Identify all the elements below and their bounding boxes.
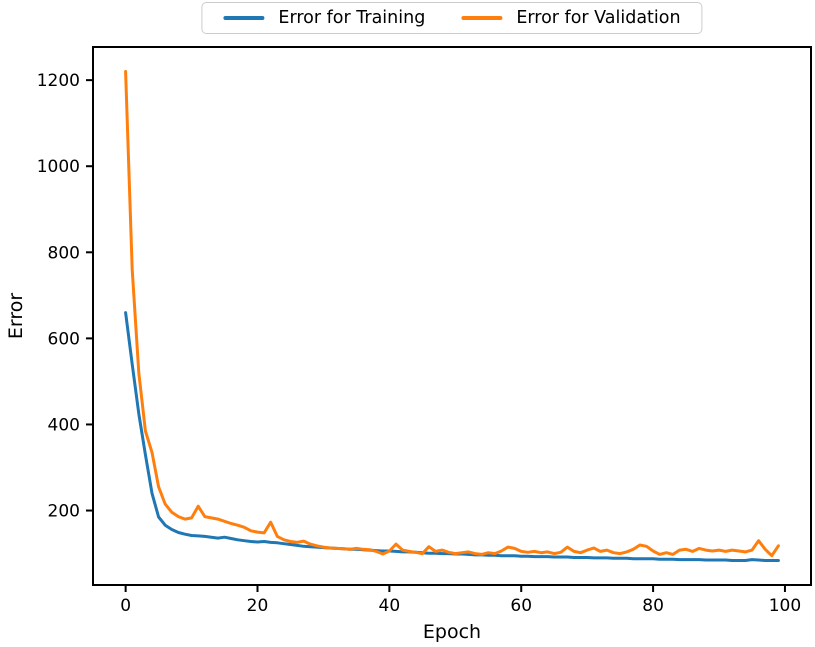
x-tick-label: 100: [769, 596, 801, 616]
y-tick-label: 600: [48, 329, 80, 349]
series-group: [124, 70, 780, 562]
plot-area: [93, 47, 811, 585]
x-tick-label: 0: [120, 596, 131, 616]
legend-item-validation: Error for Validation: [461, 8, 681, 28]
y-axis-ticks: 200 400 600 800 1000 1200: [37, 71, 93, 522]
y-tick-label: 800: [48, 243, 80, 263]
legend-item-training: Error for Training: [223, 8, 425, 28]
axes-spines: [92, 46, 812, 586]
y-tick-label: 400: [48, 415, 80, 435]
validation-line-swatch-icon: [461, 16, 503, 20]
x-axis-ticks: 0 20 40 60 80 100: [120, 585, 801, 616]
x-tick-label: 60: [510, 596, 532, 616]
y-tick-label: 1200: [37, 71, 80, 91]
y-tick-label: 1000: [37, 157, 80, 177]
legend-label-validation: Error for Validation: [516, 8, 681, 28]
training-line-swatch-icon: [223, 16, 265, 20]
y-axis-label: Error: [5, 293, 27, 340]
x-axis-label: Epoch: [423, 621, 481, 643]
legend-label-training: Error for Training: [278, 8, 426, 28]
series-line-validation: [124, 70, 780, 558]
y-tick-label: 200: [48, 502, 80, 522]
legend: Error for Training Error for Validation: [201, 2, 703, 34]
x-tick-label: 20: [247, 596, 269, 616]
x-tick-label: 80: [642, 596, 664, 616]
x-tick-label: 40: [379, 596, 401, 616]
